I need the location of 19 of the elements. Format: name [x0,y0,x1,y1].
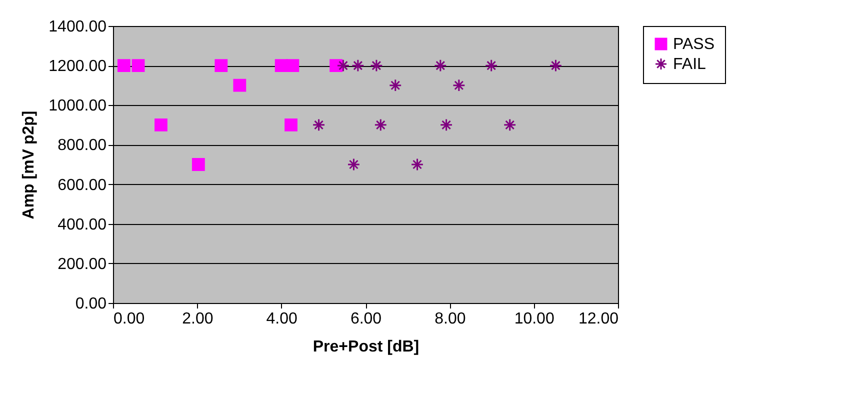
y-tick-label: 800.00 [58,137,107,154]
y-tick-label: 1400.00 [48,18,107,36]
y-tick-label: 1000.00 [48,98,107,115]
y-tick-label: 1200.00 [48,58,107,76]
x-tick-label: 2.00 [182,310,214,328]
x-tick-label: 10.00 [514,310,554,328]
x-tick-label: 0.00 [114,310,145,328]
legend-label: FAIL [673,56,706,73]
y-axis-title: Amp [mV p2p] [20,110,38,220]
x-tick-label: 12.00 [578,310,619,328]
x-axis-title: Pre+Post [dB] [312,338,420,356]
y-tick-label: 200.00 [58,256,107,273]
x-tick-label: 4.00 [266,310,298,328]
y-tick-label: 0.00 [75,296,107,312]
y-tick-label: 600.00 [58,176,107,194]
x-tick-label: 6.00 [350,310,382,328]
y-tick-label: 400.00 [58,216,107,234]
x-tick-label: 8.00 [434,310,466,328]
legend-label: PASS [673,36,714,53]
